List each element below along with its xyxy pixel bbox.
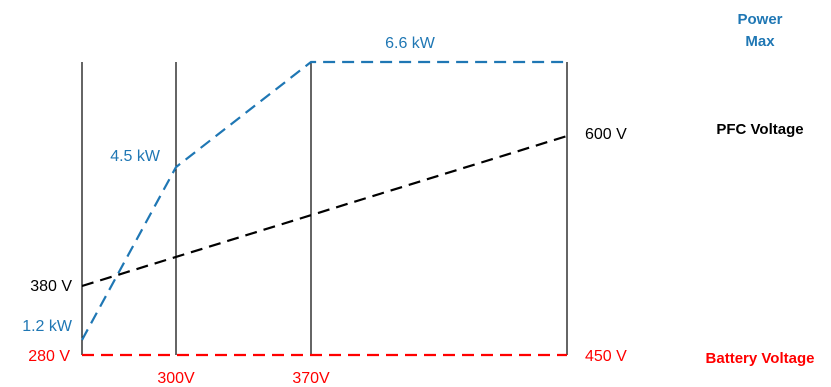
label-pfc-voltage-380-v: 380 V	[30, 278, 72, 295]
legend-power-max-line1: Power	[737, 11, 782, 28]
label-power-max-1-2-kw: 1.2 kW	[22, 318, 73, 335]
legend-pfc-voltage: PFC Voltage	[716, 121, 803, 138]
series-lines	[81, 60, 568, 357]
data-labels: 1.2 kW 4.5 kW 6.6 kW 380 V 600 V 280 V 450 V 30…	[22, 35, 627, 387]
label-power-max-6-6-kw: 6.6 kW	[385, 35, 436, 52]
x-tick-label-300: 300V	[157, 370, 195, 387]
legend-power-max-line2: Max	[745, 33, 775, 50]
label-battery-voltage-450-v: 450 V	[585, 348, 627, 365]
label-power-max-4-5-kw: 4.5 kW	[110, 148, 161, 165]
label-pfc-voltage-600-v: 600 V	[585, 126, 627, 143]
series-power-max	[81, 60, 567, 341]
x-tick-label-370: 370V	[292, 370, 330, 387]
series-pfc-voltage	[81, 134, 568, 288]
legend: Power Max PFC Voltage Battery Voltage	[706, 11, 815, 367]
label-battery-voltage-280-v: 280 V	[28, 348, 70, 365]
vertical-lines	[81, 62, 568, 355]
legend-battery-voltage: Battery Voltage	[706, 350, 815, 367]
